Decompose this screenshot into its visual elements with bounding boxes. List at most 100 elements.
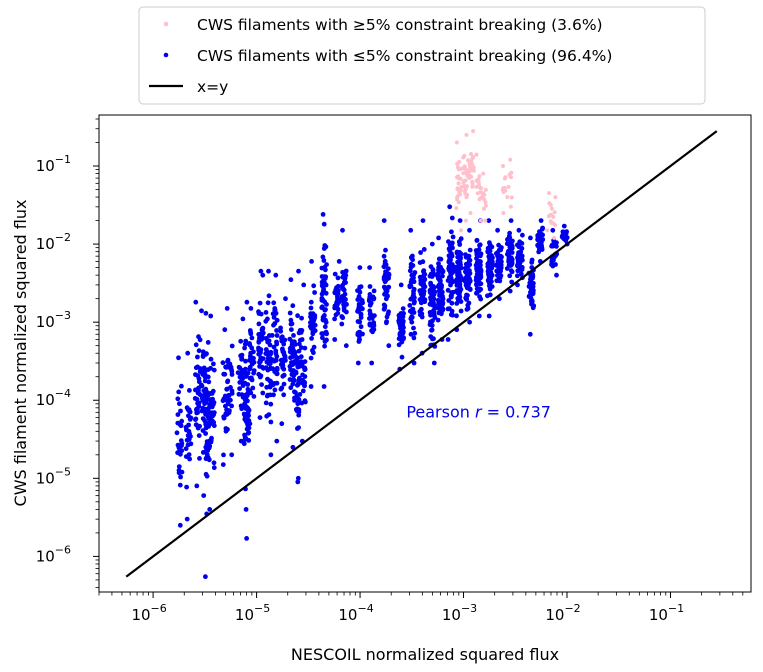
point-blue-26-9 <box>411 335 417 341</box>
point-blue-2-22 <box>194 422 200 428</box>
point-blue-19-0 <box>321 384 327 389</box>
point-blue-28-56 <box>429 274 435 279</box>
point-blue-35-54 <box>496 242 501 248</box>
point-blue-5-28 <box>208 439 214 445</box>
point-pink-0-19 <box>455 186 460 191</box>
point-pink-8-5 <box>552 210 557 215</box>
point-blue-18-6 <box>308 355 314 361</box>
point-blue-22-25 <box>358 324 364 330</box>
point-blue-19-49 <box>321 258 327 263</box>
point-blue-9-18 <box>241 441 247 447</box>
point-blue-39-21 <box>539 226 545 232</box>
y-tick-label: 10−5 <box>36 465 71 487</box>
point-blue-10-29 <box>249 335 255 341</box>
y-axis-ticks <box>93 118 99 588</box>
point-blue-20-15 <box>332 316 337 322</box>
point-blue-11-1 <box>260 272 266 278</box>
point-pink-7-0 <box>545 228 550 233</box>
point-blue-12-41 <box>265 300 271 306</box>
point-blue-6-21 <box>221 452 226 458</box>
point-blue-38-38 <box>528 295 534 301</box>
point-pink-1-18 <box>466 158 470 163</box>
point-pink-4-1 <box>481 171 486 176</box>
point-blue-13-7 <box>269 333 275 338</box>
point-blue-12-19 <box>266 412 272 417</box>
point-blue-14-20 <box>280 347 285 353</box>
point-blue-14-28 <box>281 381 287 387</box>
x-tick-label: 10−1 <box>649 602 684 624</box>
point-blue-38-0 <box>527 331 533 337</box>
point-blue-31-48 <box>457 260 463 265</box>
point-pink-4-8 <box>480 193 485 198</box>
point-pink-1-25 <box>462 164 467 169</box>
point-blue-2-36 <box>193 365 199 371</box>
point-blue-19-42 <box>322 339 328 344</box>
point-blue-27-36 <box>418 300 424 306</box>
point-blue-4-43 <box>204 452 210 458</box>
point-blue-17-28 <box>301 365 307 370</box>
point-blue-34-59 <box>487 269 493 274</box>
point-blue-26-38 <box>409 319 415 325</box>
point-blue-38-37 <box>530 274 535 280</box>
point-blue-0-5 <box>177 401 182 407</box>
point-blue-21-1 <box>340 227 345 233</box>
point-blue-19-50 <box>320 278 326 284</box>
point-blue-0-1 <box>176 355 181 361</box>
point-blue-4-24 <box>203 431 209 436</box>
point-blue-31-13 <box>458 308 464 314</box>
point-pink-2-20 <box>470 168 475 173</box>
point-blue-23-32 <box>367 284 373 289</box>
point-blue-16-24 <box>296 425 301 430</box>
x-axis-ticks <box>98 592 744 598</box>
point-blue-15-29 <box>288 345 294 351</box>
x-tick-label: 10−5 <box>235 602 270 624</box>
point-blue-0-29 <box>176 445 182 450</box>
point-blue-28-0 <box>431 360 437 366</box>
point-blue-14-29 <box>280 373 286 379</box>
point-blue-18-14 <box>311 283 317 289</box>
point-blue-30-47 <box>449 251 454 256</box>
point-blue-19-45 <box>323 267 328 273</box>
point-blue-24-43 <box>386 275 391 281</box>
point-outlier-4 <box>321 221 327 227</box>
point-blue-23-28 <box>371 288 377 294</box>
point-blue-26-44 <box>410 257 415 263</box>
point-blue-26-39 <box>408 264 414 270</box>
point-blue-23-1 <box>367 265 372 270</box>
y-tick-label: 10−1 <box>36 153 71 175</box>
point-blue-14-6 <box>278 328 284 334</box>
point-blue-36-53 <box>509 262 514 267</box>
point-blue-24-34 <box>384 314 390 320</box>
point-blue-4-37 <box>206 379 212 385</box>
point-blue-19-8 <box>320 254 326 260</box>
point-blue-5-33 <box>207 402 212 407</box>
point-pink-0-10 <box>456 167 461 172</box>
point-blue-17-23 <box>302 345 308 351</box>
point-blue-26-22 <box>411 300 417 306</box>
point-blue-10-24 <box>247 375 253 381</box>
point-blue-12-1 <box>266 268 271 274</box>
y-tick-label: 10−6 <box>36 543 71 565</box>
point-blue-37-49 <box>518 271 524 277</box>
point-blue-32-64 <box>464 276 469 281</box>
point-blue-3-32 <box>200 398 206 403</box>
point-blue-2-25 <box>196 433 202 438</box>
point-blue-13-29 <box>272 387 278 393</box>
point-blue-29-59 <box>437 267 443 273</box>
point-blue-5-27 <box>211 460 217 466</box>
point-blue-25-43 <box>397 323 403 329</box>
point-blue-9-31 <box>245 409 251 415</box>
point-blue-13-31 <box>272 307 278 313</box>
point-blue-28-45 <box>429 327 435 333</box>
point-blue-4-40 <box>203 420 209 426</box>
point-blue-12-10 <box>263 318 269 324</box>
point-pink-1-20 <box>461 155 466 160</box>
point-blue-9-36 <box>242 345 248 351</box>
point-blue-19-51 <box>319 331 325 336</box>
point-blue-18-27 <box>310 348 315 353</box>
point-blue-38-35 <box>529 282 535 288</box>
point-blue-28-49 <box>428 319 433 325</box>
point-blue-14-12 <box>278 357 284 363</box>
point-blue-27-44 <box>419 290 424 295</box>
